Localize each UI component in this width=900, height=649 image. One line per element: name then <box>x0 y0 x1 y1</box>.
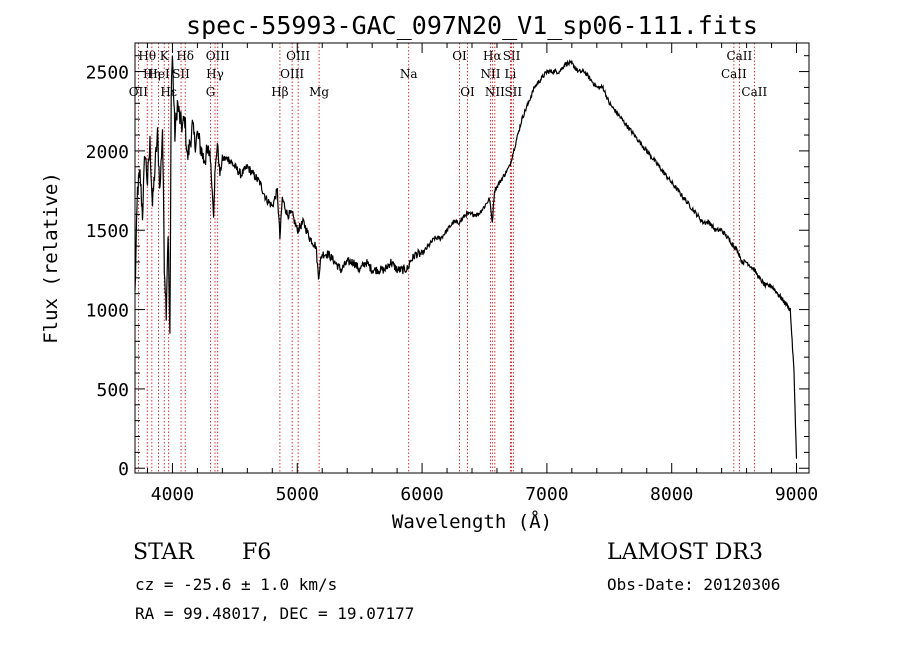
spectral-line-label: Hθ <box>138 49 156 63</box>
spectral-line-label: Li <box>505 67 517 81</box>
spectral-line-label: CaII <box>741 85 767 99</box>
y-tick-label: 500 <box>96 380 129 401</box>
spectral-line-label: SII <box>503 49 521 63</box>
spectral-line-label: Mg <box>309 85 329 99</box>
spectral-line-label: Hβ <box>271 85 288 99</box>
x-tick-label: 9000 <box>775 484 818 505</box>
x-axis-label: Wavelength (Å) <box>392 510 552 533</box>
spectral-line-label: Hη <box>143 67 161 81</box>
observation-date: Obs-Date: 20120306 <box>607 575 781 594</box>
x-tick-label: 4000 <box>151 484 194 505</box>
spectral-line-label: Hδ <box>176 49 194 63</box>
x-tick-label: 7000 <box>525 484 568 505</box>
y-tick-label: 1500 <box>86 221 129 242</box>
y-tick-label: 2500 <box>86 63 129 84</box>
coordinates-readout: RA = 99.48017, DEC = 19.07177 <box>135 604 415 623</box>
survey-name: LAMOST DR3 <box>607 540 763 565</box>
spectral-line-label: Hε <box>160 85 177 99</box>
spectral-line-label: Hα <box>483 49 502 63</box>
spectral-line-label: NII <box>480 67 500 81</box>
spectrum-series-line <box>134 55 798 459</box>
spectral-line-label: OIII <box>280 67 304 81</box>
spectral-line-label: Na <box>400 67 418 81</box>
spectral-line-label: Hγ <box>206 67 224 81</box>
spectral-line-label: OII <box>129 85 149 99</box>
x-tick-label: 8000 <box>650 484 693 505</box>
redshift-readout: cz = -25.6 ± 1.0 km/s <box>135 575 338 594</box>
spectral-line-label: K <box>160 49 170 63</box>
object-class: STAR <box>133 540 194 565</box>
y-tick-label: 2000 <box>86 142 129 163</box>
spectral-line-label: G <box>206 85 216 99</box>
spectral-line-label: CaII <box>721 67 747 81</box>
plot-frame <box>134 42 810 474</box>
spectral-line-label: HeI <box>147 67 170 81</box>
spectral-line-label: SII <box>172 67 190 81</box>
spectral-line-label: OI <box>460 85 475 99</box>
x-tick-label: 5000 <box>276 484 319 505</box>
x-tick-label: 6000 <box>400 484 443 505</box>
spectral-line-label: SII <box>504 85 522 99</box>
object-subclass: F6 <box>242 540 272 565</box>
spectral-line-label: CaII <box>726 49 752 63</box>
spectral-line-label: OIII <box>286 49 310 63</box>
spectral-line-label: OIII <box>206 49 230 63</box>
y-tick-label: 0 <box>118 459 129 480</box>
y-axis-label: Flux (relative) <box>40 172 62 344</box>
y-tick-label: 1000 <box>86 301 129 322</box>
chart-title: spec-55993-GAC_097N20_V1_sp06-111.fits <box>186 11 758 40</box>
spectral-line-label: OI <box>452 49 467 63</box>
spectral-line-label: NII <box>485 85 505 99</box>
